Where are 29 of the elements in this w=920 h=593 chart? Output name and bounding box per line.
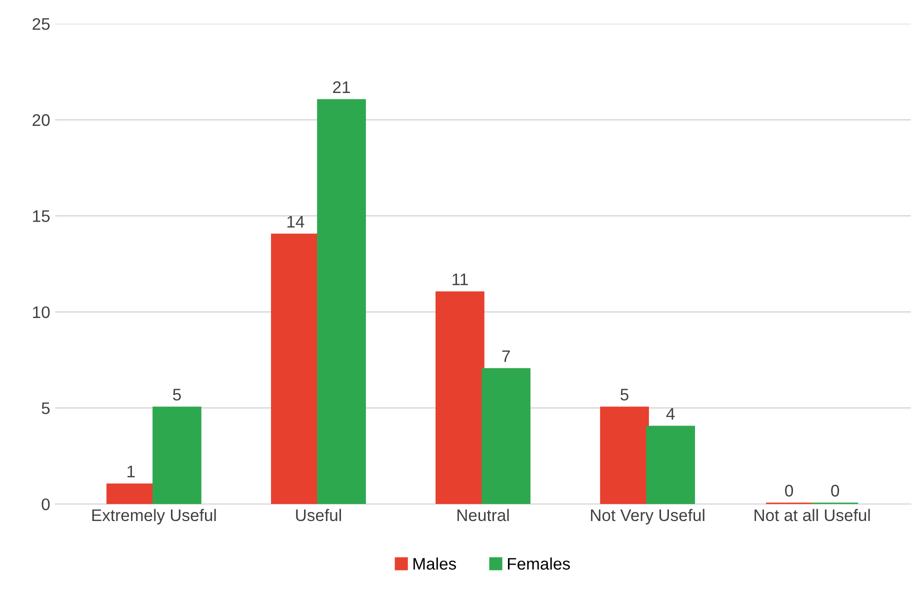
x-tick-label: Neutral [458,508,509,522]
y-tick-label: 10 [33,306,50,318]
data-label: 7 [502,350,510,362]
y-tick-label: 5 [42,402,50,414]
data-label: 11 [452,274,468,286]
y-tick-label: 0 [42,498,50,510]
data-label: 0 [831,484,840,497]
y-tick-label: 15 [33,210,50,222]
data-label: 14 [287,216,304,228]
bar [152,406,202,504]
bar [600,406,649,504]
data-label: 0 [785,484,794,497]
legend-label: Females [508,557,570,570]
x-tick-label: Not Very Useful [591,508,704,524]
y-tick-label: 20 [32,114,50,126]
bar [646,426,695,504]
data-label: 21 [333,81,350,93]
bar [482,368,530,504]
bar [317,99,366,504]
bar [436,291,484,504]
data-label: 1 [128,466,135,478]
data-label: 5 [620,388,628,401]
data-label: 5 [172,388,181,401]
x-tick-label: Not at all Useful [754,508,870,522]
data-label: 4 [666,408,675,420]
y-tick-label: 25 [32,18,50,30]
x-tick-label: Extremely Useful [92,508,216,524]
x-tick-label: Useful [296,508,341,522]
legend-label: Males [414,557,456,570]
